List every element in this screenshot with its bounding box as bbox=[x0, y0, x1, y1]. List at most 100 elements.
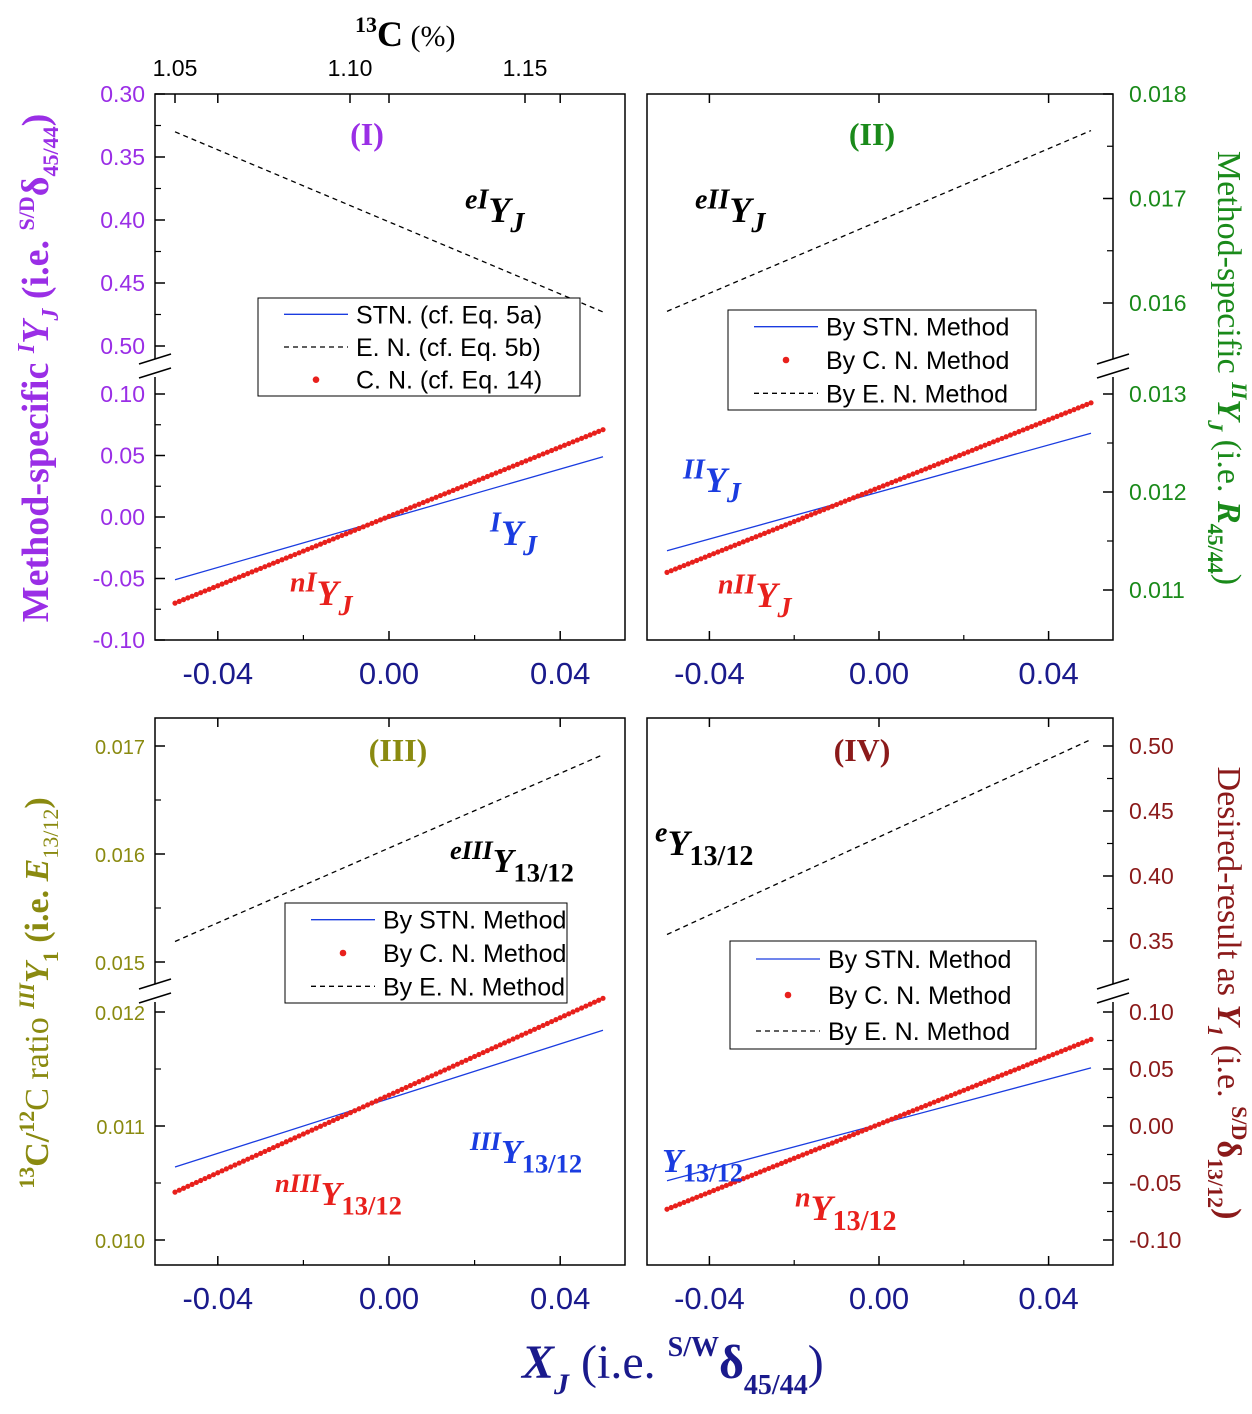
data-point bbox=[956, 1089, 963, 1095]
series-annotation: Y13/12 bbox=[662, 1143, 743, 1188]
y-title-panel-2-part: ) bbox=[1210, 574, 1247, 585]
data-point bbox=[1016, 429, 1022, 435]
data-point bbox=[390, 1090, 396, 1096]
data-point bbox=[527, 456, 533, 462]
y-title-panel-1-part: S/D bbox=[14, 196, 39, 230]
data-point bbox=[969, 1084, 975, 1090]
y-tick-label: -0.10 bbox=[93, 627, 145, 653]
data-point bbox=[202, 1175, 208, 1182]
y-tick-label: 0.35 bbox=[100, 144, 145, 170]
data-point bbox=[1016, 1065, 1022, 1071]
y-title-panel-3-part: E bbox=[19, 859, 56, 883]
x-tick-label: 0.04 bbox=[530, 1281, 590, 1316]
data-point bbox=[715, 1186, 721, 1192]
data-point bbox=[1033, 422, 1039, 428]
annotation-main: Y bbox=[493, 843, 517, 880]
x-axis-delta: δ bbox=[719, 1336, 744, 1389]
data-point bbox=[940, 1096, 946, 1102]
y-title-panel-4-part: δ bbox=[1210, 1140, 1247, 1158]
data-point bbox=[287, 553, 294, 559]
y-title-panel-2-text: Method-specific IIYJ (i.e. R45/44) bbox=[1203, 151, 1252, 585]
axis-break-mark bbox=[1096, 367, 1130, 379]
x-axis-sub: J bbox=[553, 1368, 570, 1401]
data-point bbox=[918, 1104, 925, 1110]
data-point bbox=[944, 1094, 950, 1100]
data-point bbox=[232, 1162, 238, 1168]
y-title-panel-1: Method-specific IYJ (i.e. S/Dδ45/44) bbox=[14, 114, 64, 623]
data-point bbox=[800, 515, 806, 521]
legend-marker-dot bbox=[784, 991, 792, 999]
y-title-panel-3: 13C/12C ratio IIIY1 (i.e. E13/12) bbox=[14, 797, 63, 1188]
data-point bbox=[198, 1177, 204, 1184]
data-point bbox=[287, 1137, 294, 1143]
data-point bbox=[275, 558, 281, 565]
data-point bbox=[394, 510, 401, 516]
data-point bbox=[176, 598, 182, 604]
data-point bbox=[1084, 401, 1090, 408]
data-point bbox=[480, 475, 486, 481]
data-point bbox=[702, 554, 708, 560]
x-tick-label: 0.04 bbox=[1018, 656, 1078, 691]
data-point bbox=[990, 1075, 997, 1082]
y-tick-label: 0.35 bbox=[1129, 928, 1174, 954]
legend-marker-dot bbox=[339, 949, 347, 957]
y-tick-label: 0.017 bbox=[95, 737, 145, 759]
data-point bbox=[808, 512, 814, 518]
y-title-panel-2-part: 45/44 bbox=[1203, 524, 1228, 574]
data-point bbox=[1054, 413, 1060, 419]
y-tick-label: 0.40 bbox=[1129, 863, 1174, 889]
data-point bbox=[664, 569, 670, 575]
legend-marker-dot bbox=[312, 376, 320, 383]
data-point bbox=[1020, 1063, 1026, 1070]
data-point bbox=[420, 1077, 426, 1083]
y-tick-label: 0.018 bbox=[1129, 81, 1187, 107]
data-point bbox=[403, 506, 409, 513]
data-point bbox=[386, 1092, 392, 1098]
data-point bbox=[778, 523, 785, 530]
annotation-sub: J bbox=[750, 208, 766, 239]
data-point bbox=[774, 1162, 780, 1168]
data-point bbox=[193, 591, 199, 598]
data-point bbox=[1029, 423, 1035, 430]
data-point bbox=[910, 1108, 916, 1114]
legend-label: By E. N. Method bbox=[826, 380, 1008, 408]
data-point bbox=[275, 1143, 281, 1149]
data-point bbox=[787, 1157, 793, 1163]
data-point bbox=[335, 1115, 341, 1122]
data-point bbox=[493, 1044, 499, 1050]
data-point bbox=[330, 1117, 336, 1124]
legend-label: By C. N. Method bbox=[383, 940, 566, 968]
data-point bbox=[403, 1084, 409, 1091]
data-point bbox=[262, 1148, 268, 1155]
data-point bbox=[360, 524, 366, 530]
data-point bbox=[446, 1065, 452, 1071]
series-dots bbox=[664, 1036, 1094, 1212]
annotation-sub: J bbox=[509, 208, 525, 239]
data-point bbox=[279, 1141, 285, 1147]
data-point bbox=[501, 466, 508, 473]
x-tick-label: -0.04 bbox=[182, 656, 253, 691]
data-point bbox=[753, 1170, 759, 1177]
annotation-sub: 13/12 bbox=[514, 858, 574, 888]
axis-break-gap bbox=[1091, 984, 1135, 1002]
data-point bbox=[923, 466, 929, 472]
data-point bbox=[995, 437, 1001, 443]
data-point bbox=[540, 451, 546, 457]
data-point bbox=[322, 1121, 328, 1127]
y-title-panel-3-part: 1 bbox=[38, 951, 63, 962]
axis-break-mark bbox=[138, 367, 172, 379]
data-point bbox=[672, 1203, 679, 1209]
annotation-sup: III bbox=[469, 1126, 503, 1156]
top-axis-unit: (%) bbox=[403, 20, 455, 53]
y-tick-label: 0.012 bbox=[1129, 479, 1187, 505]
y-tick-label: 0.50 bbox=[100, 333, 145, 359]
series-annotation: nIYJ bbox=[290, 567, 354, 622]
data-point bbox=[863, 1126, 869, 1132]
data-point bbox=[804, 1150, 810, 1156]
data-point bbox=[969, 447, 975, 453]
x-tick-label: -0.04 bbox=[674, 1281, 745, 1316]
series-line-dashed bbox=[174, 131, 604, 313]
y-title-panel-2-part: (i.e. bbox=[1210, 431, 1247, 501]
data-point bbox=[407, 1082, 413, 1089]
